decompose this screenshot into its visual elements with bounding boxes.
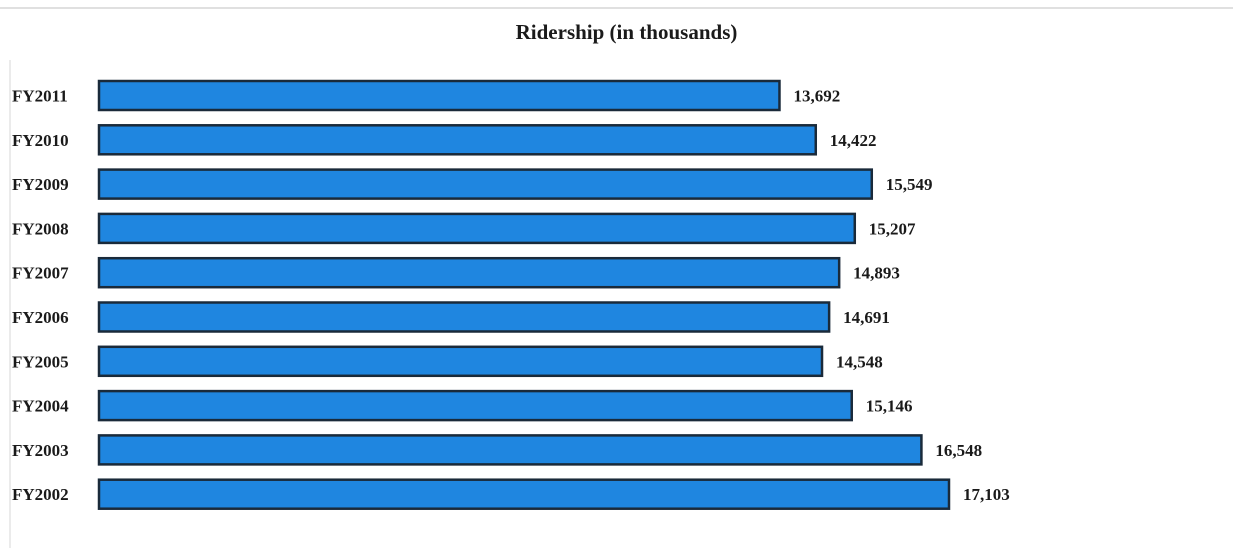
category-label: FY2007 — [12, 264, 69, 283]
category-label: FY2011 — [12, 87, 68, 106]
bar — [99, 214, 855, 243]
bar — [99, 258, 839, 287]
value-label: 14,691 — [843, 308, 890, 327]
value-label: 14,893 — [853, 264, 900, 283]
category-label: FY2003 — [12, 441, 69, 460]
value-label: 15,549 — [886, 175, 933, 194]
category-label: FY2009 — [12, 175, 69, 194]
value-label: 14,422 — [830, 131, 877, 150]
bar — [99, 303, 829, 332]
value-label: 14,548 — [836, 352, 883, 371]
bar — [99, 81, 779, 110]
bar — [99, 435, 921, 464]
category-label: FY2010 — [12, 131, 69, 150]
value-label: 13,692 — [793, 87, 840, 106]
category-label: FY2004 — [12, 397, 69, 416]
bars-layer: FY2011 13,692 FY2010 14,422 FY2009 15,549 FY20… — [12, 81, 1010, 509]
bar — [99, 170, 872, 199]
bar — [99, 391, 852, 420]
category-label: FY2002 — [12, 485, 69, 504]
value-label: 15,207 — [869, 219, 916, 238]
value-label: 16,548 — [935, 441, 982, 460]
value-label: 17,103 — [963, 485, 1010, 504]
value-label: 15,146 — [866, 397, 913, 416]
category-label: FY2005 — [12, 352, 69, 371]
bar — [99, 480, 949, 509]
bar — [99, 125, 816, 154]
category-label: FY2006 — [12, 308, 69, 327]
bar — [99, 347, 822, 376]
category-label: FY2008 — [12, 219, 69, 238]
